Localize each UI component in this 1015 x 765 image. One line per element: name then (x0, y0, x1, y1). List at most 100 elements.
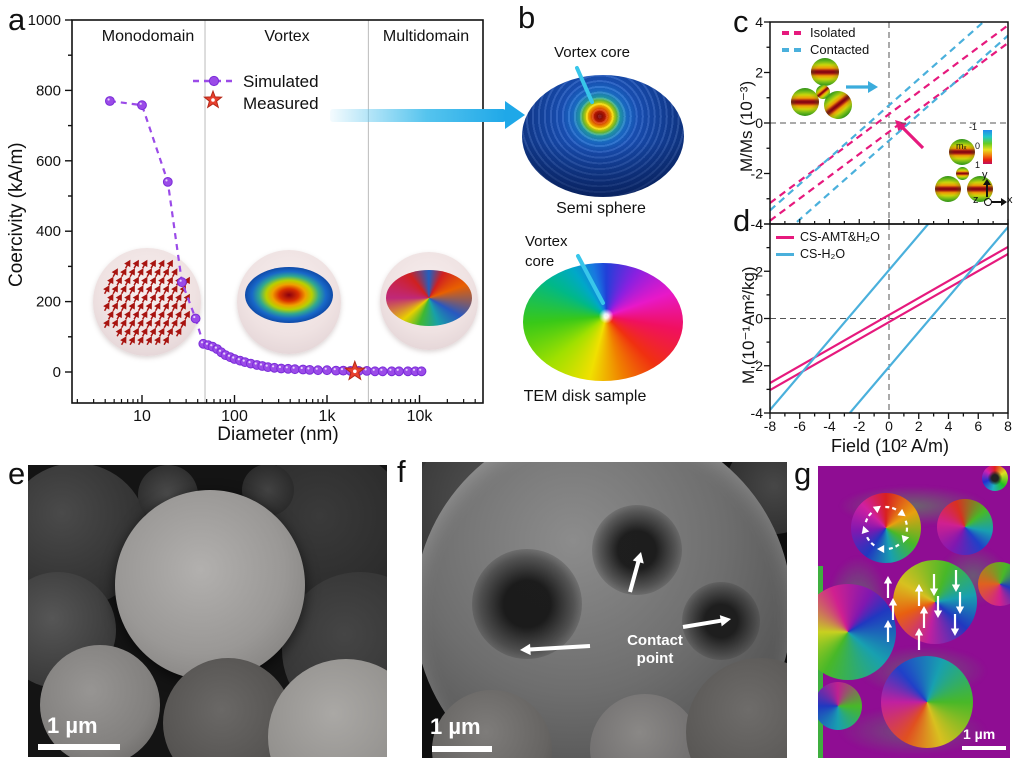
axis-z-label: z (973, 194, 979, 206)
contacted-cluster-sphere-top (811, 58, 839, 86)
vortex-core-annotation-bottom-2: core (525, 253, 555, 270)
isolated-cluster-sphere-small (956, 167, 969, 180)
svg-text:-6: -6 (794, 418, 807, 434)
panel-b-pointer-lines (575, 66, 605, 305)
legend-cs-h2o-marker (776, 253, 794, 256)
panel-a-to-b-arrow-head (505, 101, 525, 129)
isolated-cluster-sphere-left (935, 176, 961, 202)
legend-contacted-label: Contacted (810, 42, 870, 57)
g-vortex-circle (937, 499, 993, 555)
tem-disk-caption: TEM disk sample (523, 388, 647, 405)
isolated-cluster-sphere-top (949, 139, 975, 165)
svg-text:-8: -8 (764, 418, 777, 434)
svg-text:-2: -2 (853, 418, 866, 434)
semi-sphere-caption: Semi sphere (556, 200, 646, 217)
panel-c-label: c (733, 4, 749, 39)
axis-x-arrow (991, 201, 1002, 203)
legend-measured-marker (203, 89, 223, 109)
region-label-monodomain: Monodomain (101, 28, 195, 45)
colorbar-bottom-label: 1 (975, 160, 981, 170)
scale-bar-f (432, 746, 492, 752)
panel-a-to-b-arrow-body (330, 109, 506, 122)
svg-text:200: 200 (36, 294, 61, 311)
g-vortex-circle (818, 584, 896, 680)
panel-a-x-axis-title: Diameter (nm) (217, 424, 339, 445)
colorbar-title: mₓ (956, 141, 967, 151)
coercivity-chart: 0 200 400 600 800 1000 10 100 1k 10k (28, 12, 484, 425)
sem-e-central-particle (115, 490, 305, 680)
g-color-wheel (982, 466, 1008, 491)
g-vortex-circle (851, 493, 921, 563)
contact-point-annotation-2: point (636, 650, 674, 667)
region-label-vortex: Vortex (264, 28, 310, 45)
multidomain-disk (386, 270, 472, 326)
svg-text:4: 4 (755, 216, 763, 232)
svg-text:0: 0 (755, 311, 763, 327)
hysteresis-charts: -4 -4 -2 -2 0 0 2 2 4 4 -8 -6 -4 -2 0 2 4 6 8 (751, 14, 1013, 434)
contact-point-arrows (520, 552, 731, 656)
svg-text:100: 100 (221, 408, 248, 425)
g-vortex-circle (818, 682, 862, 730)
vortex-core-annotation-bottom-1: Vortex (525, 233, 568, 250)
contacted-pointer-arrow (846, 81, 878, 93)
scale-bar-label-g: 1 µm (963, 726, 996, 742)
scale-bar-g (962, 746, 1006, 750)
svg-text:10: 10 (133, 408, 151, 425)
magnetic-domain-map-g: 1 µm (818, 466, 1010, 758)
svg-text:4: 4 (755, 14, 763, 30)
vortex-core-annotation-top: Vortex core (554, 44, 630, 61)
g-arrow-overlay (861, 505, 965, 650)
legend-cs-amt-marker (776, 236, 794, 239)
legend-cs-h2o-label: CS-H₂O (800, 247, 846, 261)
svg-text:-2: -2 (751, 166, 764, 182)
svg-text:1k: 1k (319, 408, 337, 425)
svg-text:8: 8 (1004, 418, 1012, 434)
legend-measured-label: Measured (243, 94, 319, 113)
svg-text:6: 6 (974, 418, 982, 434)
svg-text:400: 400 (36, 223, 61, 240)
panel-f-label: f (397, 454, 406, 489)
mx-colorbar (983, 130, 992, 164)
svg-text:1000: 1000 (28, 12, 61, 29)
svg-text:600: 600 (36, 153, 61, 170)
panel-g-label: g (794, 456, 812, 491)
axis-y-arrow (986, 184, 988, 197)
svg-text:-4: -4 (751, 216, 764, 232)
svg-text:0: 0 (755, 115, 763, 131)
axis-y-label: y (982, 169, 988, 181)
semi-sphere-render (522, 75, 684, 197)
legend-simulated-label: Simulated (243, 72, 319, 91)
panel-e-label: e (8, 456, 26, 491)
scale-bar-label-e: 1 µm (47, 713, 98, 738)
colorbar-mid-label: 0 (975, 141, 981, 151)
svg-text:800: 800 (36, 82, 61, 99)
colorbar-top-label: -1 (969, 122, 978, 132)
axis-x-arrowhead (1001, 198, 1007, 206)
svg-text:0: 0 (885, 418, 893, 434)
scale-bar-label-f: 1 µm (430, 714, 481, 739)
legend-isolated-label: Isolated (810, 25, 856, 40)
panel-a-y-axis-title: Coercivity (kA/m) (6, 142, 27, 287)
vortex-sphere-inset (237, 250, 341, 354)
legend-cs-amt-label: CS-AMT&H₂O (800, 230, 880, 244)
sem-f-contact-spot (592, 505, 682, 595)
panel-d-label: d (733, 203, 751, 238)
axis-x-label: x (1007, 194, 1013, 206)
vortex-disk (245, 267, 333, 323)
svg-text:-4: -4 (751, 405, 764, 421)
svg-text:2: 2 (755, 65, 763, 81)
monodomain-arrow-field (103, 259, 190, 346)
svg-text:10k: 10k (407, 408, 434, 425)
sem-image-f: Contact point 1 µm (422, 462, 787, 758)
sem-f-contact-spot (472, 549, 582, 659)
svg-text:-4: -4 (823, 418, 836, 434)
panel-b-label: b (518, 0, 536, 35)
panel-c-y-axis-title: M/Ms (10⁻³) (737, 80, 756, 172)
g-vortex-circle (978, 562, 1010, 606)
monodomain-sphere-inset (93, 248, 201, 356)
panel-d-y-axis-title: M (10⁻¹Am²/kg) (739, 266, 758, 384)
axis-y-arrowhead (983, 179, 991, 185)
region-label-multidomain: Multidomain (382, 28, 470, 45)
svg-text:2: 2 (915, 418, 923, 434)
